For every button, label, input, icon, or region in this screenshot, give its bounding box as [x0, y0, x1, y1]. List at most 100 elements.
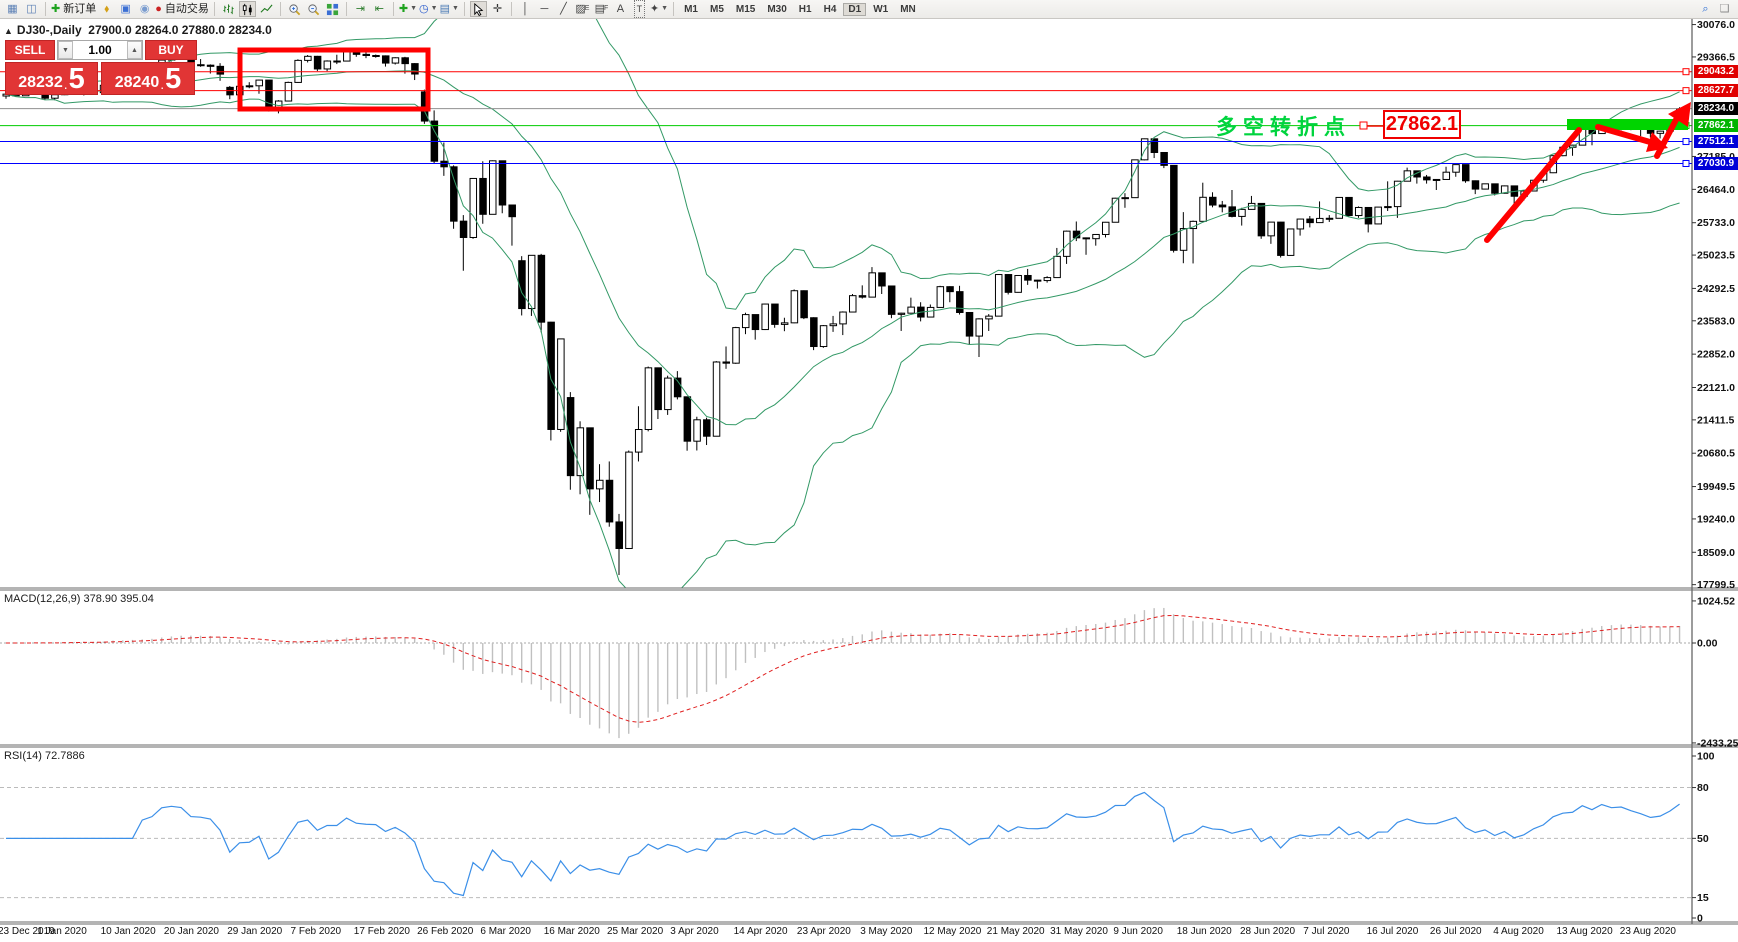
chevron-down-icon[interactable]: ▼ [661, 5, 669, 12]
line-chart-icon[interactable] [258, 1, 275, 17]
trendline-icon[interactable]: ╱ [560, 3, 567, 15]
svg-text:100: 100 [1697, 751, 1715, 763]
timeframe-m30[interactable]: M30 [767, 3, 787, 15]
timeframe-m5[interactable]: M5 [709, 3, 724, 15]
line-end-marker[interactable] [1682, 87, 1690, 95]
profiles-icon[interactable]: ◫ [26, 3, 37, 15]
horizontal-line-icon[interactable]: ─ [540, 3, 549, 15]
auto-scroll-icon[interactable]: ⇥ [355, 3, 365, 15]
candlestick-chart-icon[interactable] [238, 1, 256, 17]
toolbar-separator [673, 2, 675, 16]
time-axis-label: 18 Jun 2020 [1176, 926, 1232, 937]
pivot-annotation-text[interactable]: 多空转折点 [1216, 116, 1351, 139]
volume-increase-button[interactable]: ▲ [127, 41, 142, 59]
bid-price[interactable]: 28232. 5 [5, 62, 98, 95]
signals-icon[interactable]: ◉ [139, 3, 150, 15]
zoom-in-icon[interactable] [286, 1, 303, 17]
toolbar-right-icons: ⌕ ❑ [1696, 1, 1734, 17]
toolbar-separator [510, 2, 512, 16]
svg-text:-2433.25: -2433.25 [1697, 737, 1738, 749]
price-level-label: 27030.9 [1694, 156, 1738, 170]
tile-windows-icon[interactable] [324, 1, 341, 17]
chat-icon[interactable]: ❑ [1719, 3, 1730, 15]
chevron-down-icon[interactable]: ▼ [410, 5, 418, 12]
search-icon[interactable]: ⌕ [1702, 3, 1709, 15]
chevron-down-icon[interactable]: ▼ [430, 5, 438, 12]
label-icon[interactable]: T [631, 0, 648, 18]
time-axis-label: 16 Jul 2020 [1366, 926, 1419, 937]
timeframe-mn[interactable]: MN [900, 3, 916, 15]
timeframe-m15[interactable]: M15 [735, 3, 756, 15]
pivot-price-label[interactable]: 27862.1 [1383, 110, 1461, 139]
vertical-line-icon[interactable]: │ [521, 3, 529, 15]
periods-icon[interactable]: ◷ ▼ [419, 3, 438, 15]
price-level-label: 27862.1 [1694, 119, 1738, 133]
range-box-annotation[interactable] [237, 47, 431, 112]
macd-histogram [15, 607, 1681, 739]
svg-text:19949.5: 19949.5 [1697, 481, 1735, 493]
cursor-icon[interactable] [469, 1, 487, 17]
new-order-icon[interactable]: ✚ 新订单 [51, 3, 97, 15]
timeframe-h4[interactable]: H4 [823, 3, 837, 15]
toolbar-separator [392, 2, 394, 16]
equidistant-channel-icon[interactable]: ▨ E [575, 3, 590, 15]
chart-window-icon[interactable]: ▦ [7, 3, 18, 15]
time-axis-label: 26 Feb 2020 [417, 926, 474, 937]
autotrading-icon[interactable]: ● 自动交易 [155, 3, 209, 15]
time-axis-label: 31 May 2020 [1050, 926, 1108, 937]
terminal-icon[interactable]: ▣ [120, 3, 131, 15]
svg-text:21411.5: 21411.5 [1697, 414, 1735, 426]
ask-pip-digit: 5 [165, 63, 182, 95]
main-chart-pane [2, 19, 1684, 588]
svg-text:50: 50 [1697, 833, 1709, 845]
time-axis[interactable]: 23 Dec 2019 1 Jan 2020 10 Jan 2020 20 Jan 2… [0, 926, 1738, 942]
macd-indicator-label: MACD(12,26,9) 378.90 395.04 [4, 593, 154, 605]
time-axis-label: 3 May 2020 [860, 926, 913, 937]
trend-arrow-up-1[interactable] [1484, 127, 1582, 243]
chart-shift-icon[interactable]: ⇤ [374, 3, 384, 15]
text-icon[interactable]: A [616, 3, 625, 15]
time-axis-label: 26 Jul 2020 [1429, 926, 1482, 937]
zoom-out-icon[interactable] [305, 1, 322, 17]
trend-arrow-down[interactable] [1595, 124, 1653, 145]
time-axis-label: 14 Apr 2020 [733, 926, 788, 937]
price-axis: 30076.029366.527185.026464.025733.025023… [0, 19, 1738, 925]
line-end-marker[interactable] [1682, 138, 1690, 146]
time-axis-label: 7 Feb 2020 [290, 926, 342, 937]
buy-button[interactable]: BUY [145, 40, 197, 60]
fibonacci-icon[interactable]: ▤ F [594, 3, 609, 15]
timeframe-d1[interactable]: D1 [843, 2, 867, 16]
ask-price[interactable]: 28240. 5 [101, 62, 195, 95]
templates-icon[interactable]: ▤ ▼ [439, 3, 459, 15]
line-end-marker[interactable] [1682, 68, 1690, 76]
chevron-down-icon[interactable]: ▼ [451, 5, 459, 12]
arrows-icon[interactable]: ✦ ▼ [649, 3, 669, 15]
line-end-marker[interactable] [1682, 159, 1690, 167]
volume-input[interactable]: 1.00 [88, 43, 112, 57]
time-axis-label: 6 Mar 2020 [480, 926, 531, 937]
bollinger-band-lo [5, 93, 1680, 588]
time-axis-label: 21 May 2020 [986, 926, 1045, 937]
crosshair-icon[interactable]: ✛ [492, 3, 503, 15]
style-brush-icon[interactable]: ⬧ [104, 3, 110, 15]
volume-decrease-button[interactable]: ▼ [58, 41, 73, 59]
timeframe-m1[interactable]: M1 [684, 3, 698, 15]
toolbar-separator [213, 2, 215, 16]
bar-chart-icon[interactable] [220, 1, 237, 17]
timeframe-w1[interactable]: W1 [873, 3, 889, 15]
svg-text:15: 15 [1697, 892, 1709, 904]
sell-button[interactable]: SELL [5, 40, 55, 60]
rsi-line [6, 791, 1680, 897]
svg-text:24292.5: 24292.5 [1697, 283, 1735, 295]
svg-text:29366.5: 29366.5 [1697, 51, 1735, 63]
trend-arrow-up-2[interactable] [1654, 113, 1681, 159]
rsi-indicator-label: RSI(14) 72.7886 [4, 750, 85, 762]
collapse-chart-icon[interactable]: ▲ [4, 26, 13, 36]
pivot-label-anchor[interactable] [1359, 121, 1368, 130]
add-indicator-icon[interactable]: ✚ ▼ [398, 3, 418, 15]
green-zone-annotation[interactable] [1567, 119, 1688, 130]
timeframe-h1[interactable]: H1 [798, 3, 812, 15]
drawing-annotations[interactable] [237, 47, 1691, 243]
